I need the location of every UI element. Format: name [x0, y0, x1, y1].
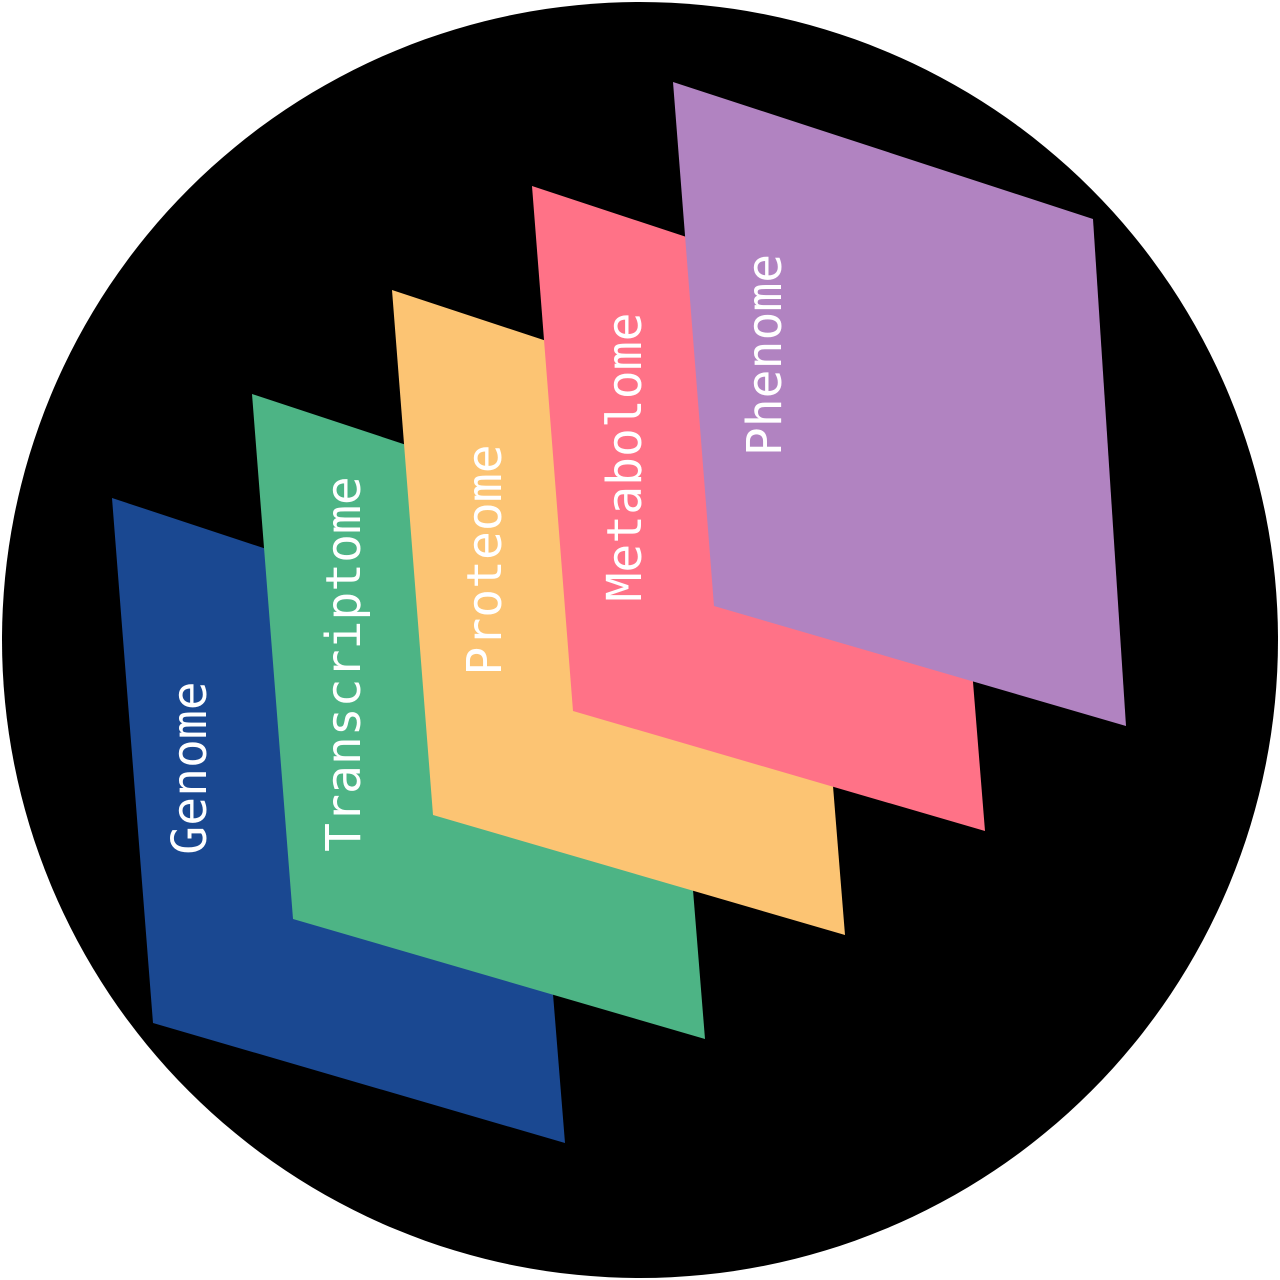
layer-label-genome: Genome [162, 681, 218, 854]
layer-label-transcriptome: Transcriptome [316, 476, 372, 852]
layer-label-proteome: Proteome [457, 444, 513, 675]
layer-label-phenome: Phenome [737, 254, 793, 456]
layer-panel-phenome [673, 82, 1126, 726]
layer-label-metabolome: Metabolome [597, 313, 653, 602]
layer-phenome: Phenome [673, 82, 1126, 726]
